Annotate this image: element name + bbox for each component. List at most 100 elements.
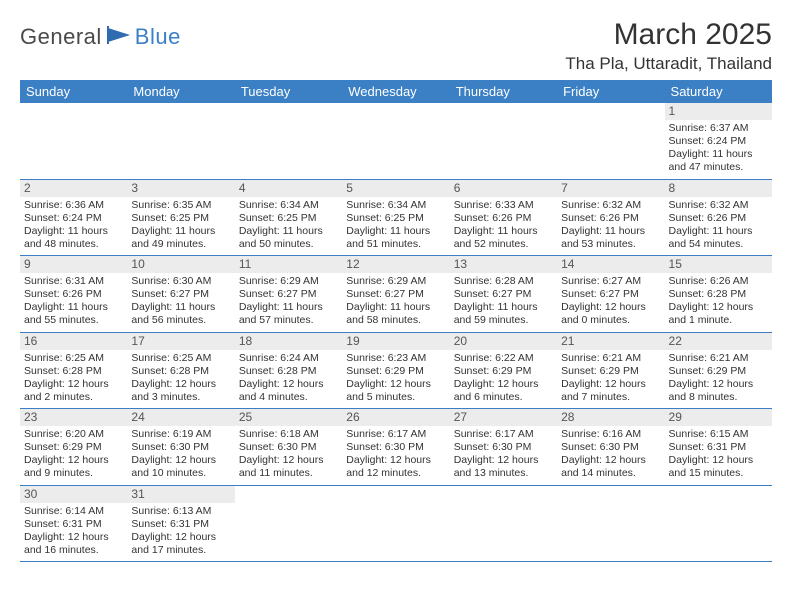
header: General Blue March 2025 Tha Pla, Uttarad…: [20, 18, 772, 74]
sunrise-text: Sunrise: 6:16 AM: [561, 428, 660, 441]
calendar-cell: 2 Sunrise: 6:36 AMSunset: 6:24 PMDaylight…: [20, 179, 127, 256]
daylight-text: Daylight: 12 hours: [346, 454, 445, 467]
daylight-text: and 58 minutes.: [346, 314, 445, 327]
day-number: 22: [665, 333, 772, 350]
daylight-text: and 9 minutes.: [24, 467, 123, 480]
day-number: 14: [557, 256, 664, 273]
daylight-text: Daylight: 11 hours: [24, 225, 123, 238]
calendar-cell: 4Sunrise: 6:34 AMSunset: 6:25 PMDaylight…: [235, 179, 342, 256]
calendar-cell: 1Sunrise: 6:37 AMSunset: 6:24 PMDaylight…: [665, 103, 772, 179]
day-header: Sunday: [20, 80, 127, 103]
day-number: 21: [557, 333, 664, 350]
daylight-text: and 16 minutes.: [24, 544, 123, 557]
calendar-cell: [450, 103, 557, 179]
sunrise-text: Sunrise: 6:26 AM: [669, 275, 768, 288]
daylight-text: and 4 minutes.: [239, 391, 338, 404]
daylight-text: Daylight: 11 hours: [561, 225, 660, 238]
daylight-text: Daylight: 12 hours: [131, 454, 230, 467]
daylight-text: and 52 minutes.: [454, 238, 553, 251]
daylight-text: and 55 minutes.: [24, 314, 123, 327]
daylight-text: Daylight: 12 hours: [454, 454, 553, 467]
sunset-text: Sunset: 6:28 PM: [24, 365, 123, 378]
daylight-text: Daylight: 12 hours: [24, 454, 123, 467]
day-number: 19: [342, 333, 449, 350]
daylight-text: and 14 minutes.: [561, 467, 660, 480]
calendar-cell: 22Sunrise: 6:21 AMSunset: 6:29 PMDayligh…: [665, 332, 772, 409]
calendar-cell: 5Sunrise: 6:34 AMSunset: 6:25 PMDaylight…: [342, 179, 449, 256]
day-number: 29: [665, 409, 772, 426]
sunset-text: Sunset: 6:31 PM: [669, 441, 768, 454]
sunset-text: Sunset: 6:24 PM: [669, 135, 768, 148]
daylight-text: Daylight: 11 hours: [346, 225, 445, 238]
calendar-cell: 3Sunrise: 6:35 AMSunset: 6:25 PMDaylight…: [127, 179, 234, 256]
calendar-cell: 18Sunrise: 6:24 AMSunset: 6:28 PMDayligh…: [235, 332, 342, 409]
day-number: 17: [127, 333, 234, 350]
day-header: Wednesday: [342, 80, 449, 103]
day-number: 8: [665, 180, 772, 197]
daylight-text: Daylight: 11 hours: [239, 225, 338, 238]
calendar-cell: 26Sunrise: 6:17 AMSunset: 6:30 PMDayligh…: [342, 409, 449, 486]
calendar-cell: [127, 103, 234, 179]
sunset-text: Sunset: 6:30 PM: [561, 441, 660, 454]
calendar-cell: 24Sunrise: 6:19 AMSunset: 6:30 PMDayligh…: [127, 409, 234, 486]
daylight-text: and 7 minutes.: [561, 391, 660, 404]
sunset-text: Sunset: 6:31 PM: [131, 518, 230, 531]
daylight-text: Daylight: 12 hours: [24, 531, 123, 544]
sunrise-text: Sunrise: 6:30 AM: [131, 275, 230, 288]
calendar-cell: 11Sunrise: 6:29 AMSunset: 6:27 PMDayligh…: [235, 256, 342, 333]
day-header: Saturday: [665, 80, 772, 103]
sunset-text: Sunset: 6:26 PM: [669, 212, 768, 225]
calendar-cell: 21Sunrise: 6:21 AMSunset: 6:29 PMDayligh…: [557, 332, 664, 409]
daylight-text: Daylight: 11 hours: [131, 301, 230, 314]
sunrise-text: Sunrise: 6:20 AM: [24, 428, 123, 441]
calendar-cell: 16Sunrise: 6:25 AMSunset: 6:28 PMDayligh…: [20, 332, 127, 409]
daylight-text: Daylight: 12 hours: [561, 301, 660, 314]
sunrise-text: Sunrise: 6:36 AM: [24, 199, 123, 212]
calendar-row: 2Sunrise: 6:36 AMSunset: 6:24 PMDaylight…: [20, 179, 772, 256]
daylight-text: and 6 minutes.: [454, 391, 553, 404]
sunset-text: Sunset: 6:27 PM: [346, 288, 445, 301]
day-number: 12: [342, 256, 449, 273]
sunset-text: Sunset: 6:26 PM: [561, 212, 660, 225]
daylight-text: and 53 minutes.: [561, 238, 660, 251]
sunset-text: Sunset: 6:30 PM: [239, 441, 338, 454]
day-header: Thursday: [450, 80, 557, 103]
sunset-text: Sunset: 6:24 PM: [24, 212, 123, 225]
day-header: Friday: [557, 80, 664, 103]
sunset-text: Sunset: 6:30 PM: [454, 441, 553, 454]
logo: General Blue: [20, 24, 181, 50]
sunset-text: Sunset: 6:31 PM: [24, 518, 123, 531]
daylight-text: and 51 minutes.: [346, 238, 445, 251]
sunset-text: Sunset: 6:27 PM: [239, 288, 338, 301]
sunrise-text: Sunrise: 6:37 AM: [669, 122, 768, 135]
daylight-text: Daylight: 11 hours: [239, 301, 338, 314]
calendar-row: 16Sunrise: 6:25 AMSunset: 6:28 PMDayligh…: [20, 332, 772, 409]
daylight-text: and 17 minutes.: [131, 544, 230, 557]
sunset-text: Sunset: 6:27 PM: [131, 288, 230, 301]
sunset-text: Sunset: 6:30 PM: [346, 441, 445, 454]
calendar-cell: [235, 103, 342, 179]
calendar-cell: 27Sunrise: 6:17 AMSunset: 6:30 PMDayligh…: [450, 409, 557, 486]
calendar-row: 9Sunrise: 6:31 AMSunset: 6:26 PMDaylight…: [20, 256, 772, 333]
day-number: 2: [20, 180, 127, 197]
calendar-cell: 15Sunrise: 6:26 AMSunset: 6:28 PMDayligh…: [665, 256, 772, 333]
sunrise-text: Sunrise: 6:35 AM: [131, 199, 230, 212]
calendar-cell: 12Sunrise: 6:29 AMSunset: 6:27 PMDayligh…: [342, 256, 449, 333]
day-number: 23: [20, 409, 127, 426]
daylight-text: and 57 minutes.: [239, 314, 338, 327]
daylight-text: and 10 minutes.: [131, 467, 230, 480]
day-number: 18: [235, 333, 342, 350]
sunrise-text: Sunrise: 6:14 AM: [24, 505, 123, 518]
calendar-cell: [20, 103, 127, 179]
sunrise-text: Sunrise: 6:24 AM: [239, 352, 338, 365]
sunrise-text: Sunrise: 6:19 AM: [131, 428, 230, 441]
day-number: 4: [235, 180, 342, 197]
sunrise-text: Sunrise: 6:28 AM: [454, 275, 553, 288]
calendar-row: 23Sunrise: 6:20 AMSunset: 6:29 PMDayligh…: [20, 409, 772, 486]
title-block: March 2025 Tha Pla, Uttaradit, Thailand: [565, 18, 772, 74]
day-number: 20: [450, 333, 557, 350]
flag-icon: [106, 26, 132, 49]
sunrise-text: Sunrise: 6:15 AM: [669, 428, 768, 441]
calendar-cell: [342, 103, 449, 179]
calendar-row: 30Sunrise: 6:14 AMSunset: 6:31 PMDayligh…: [20, 485, 772, 562]
